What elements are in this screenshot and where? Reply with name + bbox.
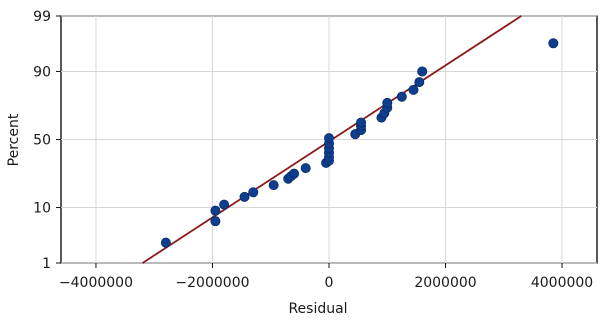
x-tick-label: −4000000 (59, 275, 133, 291)
data-point (396, 91, 407, 102)
data-point (219, 199, 230, 210)
data-point (239, 191, 250, 202)
data-point (382, 97, 393, 108)
y-tick-label: 99 (33, 9, 51, 25)
data-point (548, 38, 559, 49)
x-tick-label: −2000000 (175, 275, 249, 291)
y-tick-label: 10 (33, 201, 51, 217)
data-point (210, 205, 221, 216)
data-point (300, 163, 311, 174)
data-point (210, 216, 221, 227)
y-tick-label: 90 (33, 64, 51, 80)
y-axis-label: Percent (6, 113, 22, 166)
x-axis-label: Residual (288, 301, 347, 317)
y-axis-ticks: 99 90 50 10 1 (33, 9, 61, 272)
data-point (414, 77, 425, 88)
data-point (323, 133, 334, 144)
data-point (268, 180, 279, 191)
data-point (408, 84, 419, 95)
data-points (160, 38, 559, 248)
data-point (417, 66, 428, 77)
data-point (289, 168, 300, 179)
data-point (160, 237, 171, 248)
x-axis-ticks: −4000000 −2000000 0 2000000 4000000 (59, 263, 593, 291)
x-tick-label: 2000000 (414, 275, 476, 291)
data-point (248, 187, 259, 198)
x-tick-label: 0 (325, 275, 334, 291)
y-tick-label: 1 (42, 256, 51, 272)
y-tick-label: 50 (33, 133, 51, 149)
x-tick-label: 4000000 (531, 275, 593, 291)
data-point (356, 117, 367, 128)
